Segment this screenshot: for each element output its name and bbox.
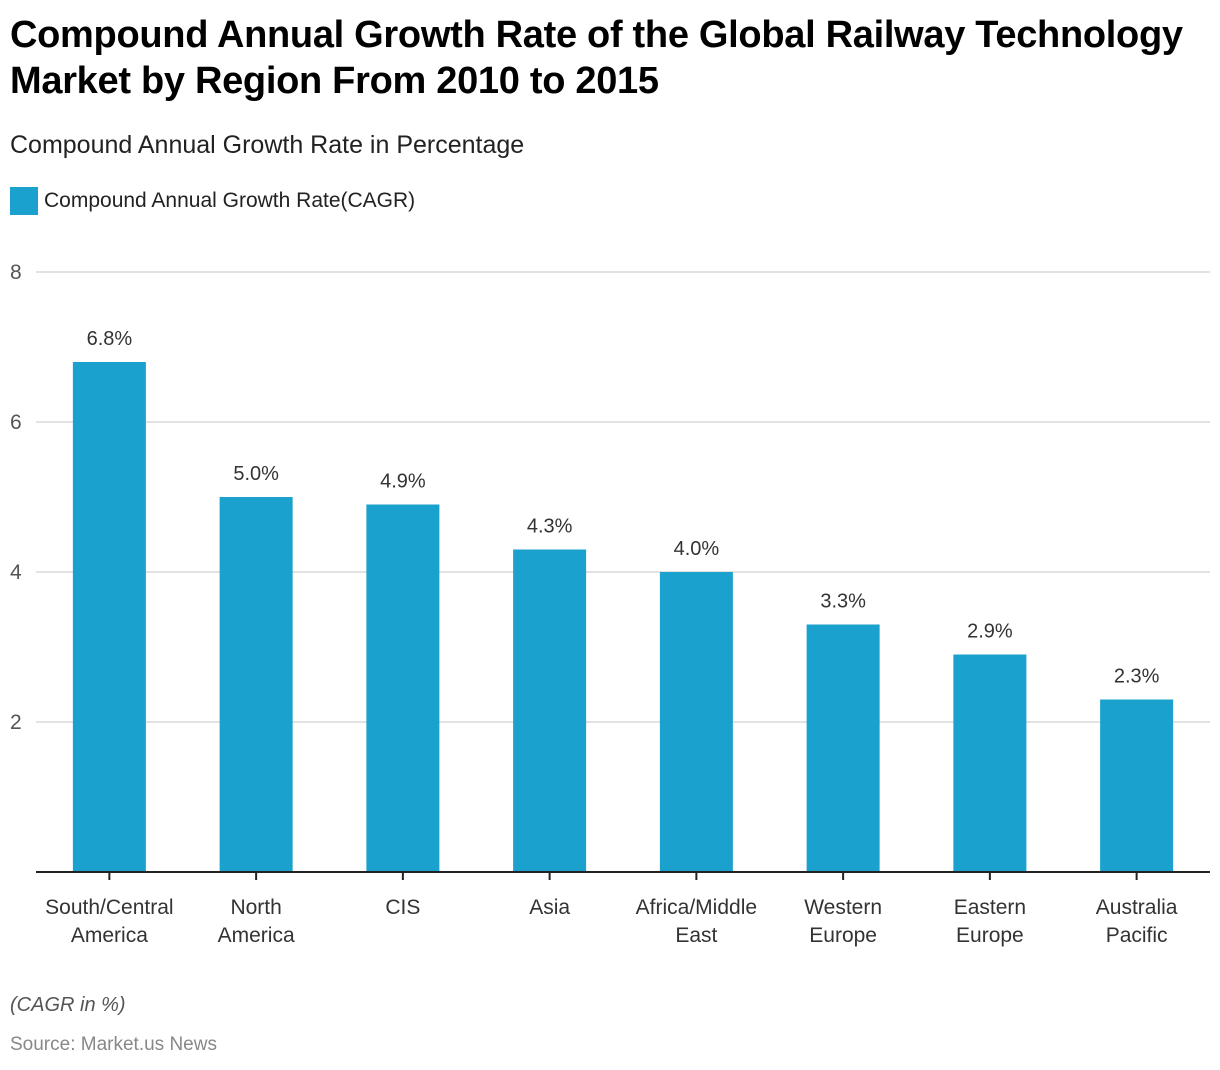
- bar-value-label: 4.0%: [674, 538, 720, 560]
- bars: [72, 362, 1174, 872]
- bar: [953, 654, 1027, 872]
- chart-title: Compound Annual Growth Rate of the Globa…: [10, 14, 1183, 102]
- x-category-label-line: Asia: [529, 896, 570, 919]
- source-text: Source: Market.us News: [10, 1034, 217, 1055]
- x-axis: [36, 871, 1210, 880]
- x-category-label: South/Central America: [45, 896, 173, 947]
- bar: [366, 504, 440, 872]
- x-category-label-line: CIS: [385, 896, 420, 919]
- bar: [659, 572, 733, 872]
- x-category-label-line: Europe: [809, 924, 877, 947]
- footnote: (CAGR in %): [10, 994, 126, 1016]
- bar-value-label: 2.3%: [1114, 666, 1160, 688]
- value-labels: 6.8% 5.0% 4.9% 4.3% 4.0% 3.3% 2.9% 2.3%: [87, 328, 1160, 688]
- legend-swatch: [10, 187, 38, 215]
- x-category-label-line: Africa/Middle: [636, 896, 757, 919]
- bar: [1100, 699, 1174, 872]
- x-category-label-line: America: [71, 924, 148, 947]
- y-tick-label: 8: [10, 261, 22, 284]
- y-tick-label: 6: [10, 411, 22, 434]
- bar-value-label: 6.8%: [87, 328, 133, 350]
- bar: [72, 362, 146, 872]
- x-category-label: Australia Pacific: [1096, 896, 1178, 947]
- x-category-label-line: America: [218, 924, 295, 947]
- x-category-label: North America: [218, 896, 295, 947]
- x-category-label-line: Pacific: [1106, 924, 1168, 947]
- bar: [806, 624, 880, 872]
- y-axis-ticks: 2 4 6 8: [10, 261, 22, 734]
- y-tick-label: 2: [10, 711, 22, 734]
- x-category-label: Asia: [529, 896, 570, 919]
- gridlines: [36, 271, 1210, 723]
- x-category-label: Eastern Europe: [954, 896, 1026, 947]
- x-category-label-line: Eastern: [954, 896, 1026, 919]
- bar-value-label: 2.9%: [967, 621, 1013, 643]
- x-category-label: Western Europe: [804, 896, 882, 947]
- bar-value-label: 5.0%: [233, 463, 279, 485]
- x-category-label: Africa/Middle East: [636, 896, 757, 947]
- x-category-label-line: Australia: [1096, 896, 1178, 919]
- chart-subtitle: Compound Annual Growth Rate in Percentag…: [10, 131, 525, 159]
- y-tick-label: 4: [10, 561, 22, 584]
- bar-value-label: 4.9%: [380, 471, 426, 493]
- x-category-label-line: Western: [804, 896, 882, 919]
- legend: Compound Annual Growth Rate(CAGR): [10, 187, 415, 215]
- x-category-label-line: North: [230, 896, 281, 919]
- bar: [219, 497, 293, 872]
- bar: [513, 549, 587, 872]
- x-category-label-line: Europe: [956, 924, 1024, 947]
- bar-value-label: 3.3%: [820, 591, 866, 613]
- x-category-label-line: South/Central: [45, 896, 173, 919]
- x-axis-labels: South/Central America North America CIS Asia A…: [45, 896, 1178, 947]
- bar-value-label: 4.3%: [527, 516, 573, 538]
- x-category-label: CIS: [385, 896, 420, 919]
- x-category-label-line: East: [675, 924, 717, 947]
- legend-label: Compound Annual Growth Rate(CAGR): [44, 189, 416, 212]
